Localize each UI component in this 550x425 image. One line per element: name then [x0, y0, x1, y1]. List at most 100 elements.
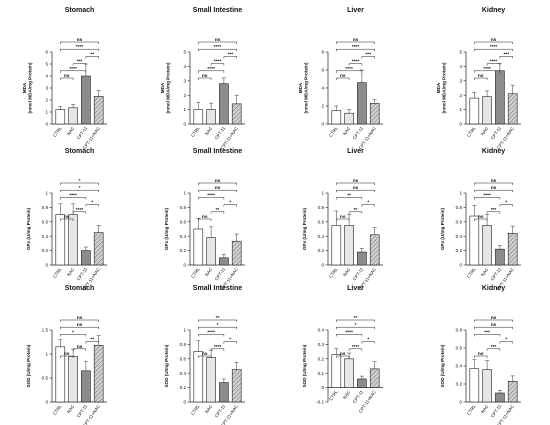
significance-label: ns [64, 215, 70, 220]
significance-bracket [198, 41, 237, 44]
bar-cpt-11-nac [369, 103, 380, 125]
significance-bracket [499, 56, 513, 59]
bar-cpt-11 [357, 82, 367, 125]
significance-bracket [223, 341, 237, 344]
significance-bracket [474, 334, 501, 337]
y-tick-label: 0.6 [180, 356, 187, 361]
y-tick-label: 0.6 [318, 219, 325, 224]
significance-bracket [336, 70, 363, 73]
bar-cpt-11-nac [369, 368, 380, 388]
significance-label: **** [69, 192, 77, 198]
x-tick-label: CPT-11 [352, 389, 365, 404]
significance-bracket [486, 211, 501, 214]
significance-bracket [474, 326, 513, 330]
bar-nac [482, 96, 492, 125]
y-tick-label: 1.5 [42, 328, 49, 333]
significance-label: ns [77, 345, 83, 350]
significance-bracket [336, 182, 375, 185]
significance-label: ** [90, 337, 94, 343]
panel-7: Liver GPx (U/mg Protein) 0 0.2 0.4 0.6 0.8 1 CTR… [302, 148, 383, 291]
bar-cpt-11-nac [93, 232, 104, 266]
y-tick-label: 1 [183, 191, 186, 196]
panel-6: Small Intestine GPx (U/mg Protein) 0 0.2 0.4… [164, 148, 245, 291]
x-tick-label: CPT-11 [490, 125, 503, 140]
significance-bracket [60, 197, 87, 200]
y-tick-label: 1 [45, 352, 48, 357]
y-tick-label: 0.2 [180, 248, 187, 253]
x-tick-label: NAC [66, 126, 75, 136]
y-tick-label: 0.2 [456, 248, 463, 253]
y-tick-label: 1 [459, 107, 462, 112]
significance-bracket [198, 197, 225, 200]
y-tick-label: 0.2 [180, 385, 187, 390]
significance-bracket [361, 56, 375, 59]
significance-label: **** [76, 207, 84, 213]
y-tick-label: 0.4 [318, 328, 325, 333]
significance-bracket [474, 48, 513, 52]
x-tick-label: CPT-11 [76, 125, 89, 140]
significance-label: **** [352, 44, 360, 50]
significance-label: ns [353, 179, 359, 184]
bar-nac [344, 112, 354, 125]
panel-10: Small Intestine SOD (U/mg Protein) 0 0.2 0.4… [164, 285, 245, 425]
significance-bracket [60, 355, 74, 358]
bar-ctrl [469, 215, 480, 266]
significance-label: * [355, 322, 357, 328]
x-tick-label: CTRL [466, 403, 477, 416]
y-tick-label: 0.6 [180, 219, 187, 224]
significance-label: **** [352, 59, 360, 65]
y-tick-label: 6 [45, 50, 48, 55]
y-axis-label: SOD (U/mg Protein) [26, 344, 31, 387]
x-tick-label: CTRL [466, 266, 477, 279]
x-tick-label: CPT-11 [214, 266, 227, 281]
significance-label: ** [216, 315, 220, 321]
significance-label: ** [90, 51, 94, 57]
y-tick-label: 5 [45, 62, 48, 67]
significance-label: ns [215, 179, 221, 184]
significance-bracket [486, 63, 501, 66]
significance-bracket [198, 355, 212, 358]
significance-bracket [474, 41, 513, 44]
bar-cpt-11 [81, 370, 91, 403]
significance-label: ns [202, 352, 208, 357]
panel-1: Stomach MDA(nmol MDA/mg Protein) 0 1 2 3 4 5 6 CT… [22, 7, 107, 150]
significance-label: ns [215, 186, 221, 191]
significance-bracket [60, 334, 87, 337]
significance-label: * [367, 200, 369, 206]
bar-nac [68, 107, 78, 125]
bar-cpt-11 [495, 70, 505, 125]
x-tick-label: CPT-11 [352, 125, 365, 140]
bar-ctrl [469, 97, 480, 125]
y-tick-label: 0 [321, 263, 324, 268]
bar-nac [206, 237, 216, 266]
y-tick-label: 1 [459, 191, 462, 196]
panel-title: Kidney [482, 285, 505, 292]
bar-nac [344, 358, 354, 388]
x-tick-label: CTRL [190, 266, 201, 279]
x-tick-label: CTRL [328, 125, 339, 138]
bar-cpt-11-nac [231, 240, 242, 266]
y-tick-label: 0 [183, 263, 186, 268]
x-tick-label: CTRL [466, 125, 477, 138]
bar-nac [344, 225, 354, 266]
significance-label: ** [216, 207, 220, 213]
x-tick-label: NAC [480, 267, 489, 277]
x-tick-label: CTRL [190, 125, 201, 138]
significance-label: *** [491, 344, 497, 350]
significance-label: **** [352, 344, 360, 350]
significance-bracket [60, 41, 99, 44]
significance-bracket [72, 348, 87, 351]
significance-bracket [336, 334, 363, 337]
bar-nac [482, 369, 492, 403]
panel-title: Stomach [65, 285, 95, 292]
significance-label: ns [491, 323, 497, 328]
significance-bracket [499, 204, 513, 207]
bar-ctrl [193, 351, 204, 403]
bar-cpt-11-nac [231, 369, 242, 403]
y-tick-label: 0 [183, 122, 186, 127]
y-tick-label: 0 [459, 122, 462, 127]
significance-bracket [336, 197, 363, 200]
y-tick-label: 1 [45, 110, 48, 115]
y-tick-label: 5 [183, 50, 186, 55]
